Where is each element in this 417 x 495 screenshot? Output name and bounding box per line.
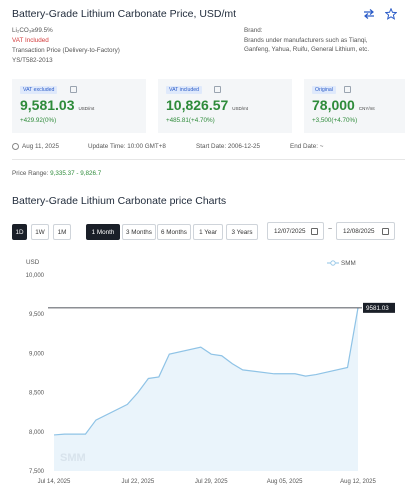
vat-label: VAT Included	[12, 37, 49, 44]
price-card-vat-included: VAT included 10,826.57 USD/mt +485.81(+4.…	[158, 79, 292, 133]
purity-spec: Li₂CO₃≥99.5%	[12, 27, 53, 34]
price-card-vat-excluded: VAT excluded 9,581.03 USD/mt +429.92(0%)	[12, 79, 146, 133]
period-3-years-button[interactable]: 3 Years	[226, 224, 258, 240]
price-badge: VAT excluded	[20, 86, 58, 94]
date-to-input[interactable]: 12/08/2025	[336, 222, 395, 240]
x-tick-label: Jul 29, 2025	[195, 479, 228, 485]
page-title: Battery-Grade Lithium Carbonate Price, U…	[12, 8, 237, 20]
divider	[12, 159, 405, 160]
clock-icon	[12, 143, 19, 150]
last-value-label: 9581.03	[363, 302, 395, 313]
end-date: End Date: ~	[290, 143, 324, 150]
interval-1d-button[interactable]: 1D	[12, 224, 27, 240]
interval-1w-button[interactable]: 1W	[31, 224, 49, 240]
period-1-month-button[interactable]: 1 Month	[86, 224, 120, 240]
x-tick-label: Jul 14, 2025	[38, 479, 71, 485]
y-tick-label: 10,000	[26, 273, 45, 279]
start-date: Start Date: 2006-12-25	[196, 143, 261, 150]
series-line-smm	[53, 307, 359, 436]
transaction-label: Transaction Price (Delivery-to-Factory)	[12, 47, 120, 54]
y-tick-label: 7,500	[29, 469, 45, 475]
price-badge: Original	[312, 86, 336, 94]
y-axis-label: USD	[26, 259, 40, 266]
interval-1m-button[interactable]: 1M	[53, 224, 71, 240]
y-tick-label: 9,000	[29, 351, 45, 357]
standard-label: YS/T582-2013	[12, 57, 53, 64]
watermark: SMM	[60, 452, 86, 464]
price-badge: VAT included	[166, 86, 202, 94]
swap-arrows-icon[interactable]	[363, 9, 375, 19]
y-tick-label: 9,500	[29, 312, 45, 318]
price-value: 78,000 CNY/mt	[312, 97, 375, 113]
period-3-months-button[interactable]: 3 Months	[122, 224, 156, 240]
price-value: 10,826.57 USD/mt	[166, 97, 249, 113]
star-icon[interactable]	[385, 8, 397, 20]
legend-marker	[330, 260, 336, 266]
info-icon[interactable]	[344, 86, 351, 93]
price-range: Price Range: 9,335.37 - 9,826.7	[12, 170, 102, 177]
legend-label: SMM	[341, 260, 356, 267]
y-tick-label: 8,500	[29, 391, 45, 397]
x-tick-label: Jul 22, 2025	[122, 479, 155, 485]
price-card-original: Original 78,000 CNY/mt +3,500(+4.70%)	[304, 79, 405, 133]
price-change: +429.92(0%)	[20, 117, 57, 124]
price-chart[interactable]: USD SMM 10,0009,5009,0008,5008,0007,500 …	[0, 254, 417, 495]
calendar-icon[interactable]	[382, 228, 389, 235]
chart-legend[interactable]: SMM	[327, 260, 356, 267]
price-change: +3,500(+4.70%)	[312, 117, 358, 124]
brand-label: Brand:	[244, 27, 263, 34]
info-icon[interactable]	[70, 86, 77, 93]
date-from-input[interactable]: 12/07/2025	[267, 222, 324, 240]
price-change: +485.81(+4.70%)	[166, 117, 215, 124]
y-tick-label: 8,000	[29, 430, 45, 436]
series-area	[54, 307, 358, 471]
update-time: Update Time: 10:00 GMT+8	[88, 143, 166, 150]
price-value: 9,581.03 USD/mt	[20, 97, 95, 113]
period-1-year-button[interactable]: 1 Year	[193, 224, 223, 240]
date-range-separator: ~	[328, 226, 333, 233]
info-icon[interactable]	[214, 86, 221, 93]
chart-title: Battery-Grade Lithium Carbonate price Ch…	[12, 195, 227, 207]
period-6-months-button[interactable]: 6 Months	[157, 224, 191, 240]
brand-text: Brands under manufacturers such as Tianq…	[244, 36, 370, 54]
brand-block: Brand: Brands under manufacturers such a…	[244, 26, 394, 55]
svg-text:9581.03: 9581.03	[366, 305, 389, 312]
calendar-icon[interactable]	[311, 228, 318, 235]
x-tick-label: Aug 05, 2025	[267, 479, 303, 485]
price-date: Aug 11, 2025	[22, 143, 59, 150]
x-tick-label: Aug 12, 2025	[340, 479, 376, 485]
